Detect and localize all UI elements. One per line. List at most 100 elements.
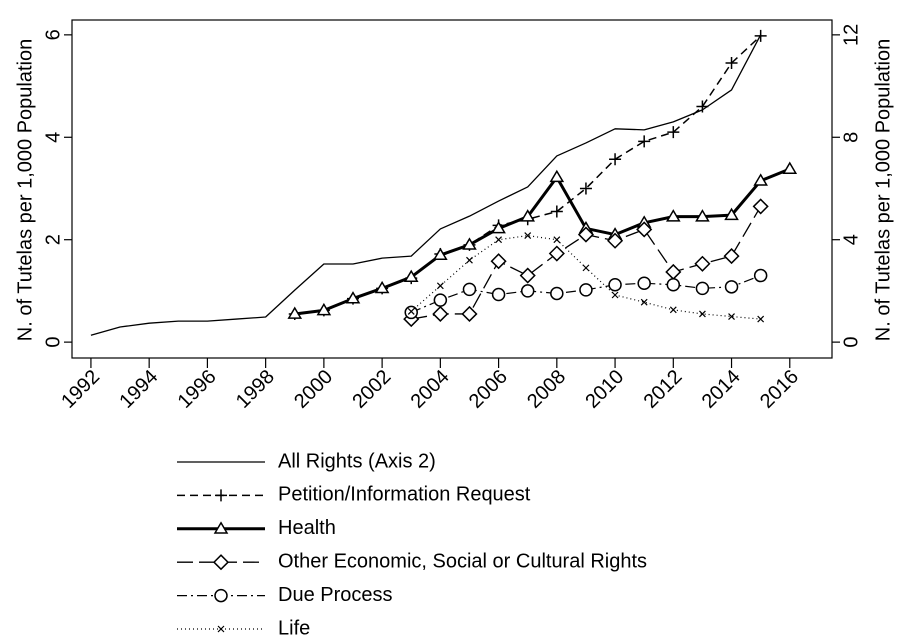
marker (432, 305, 449, 323)
marker (345, 291, 361, 304)
x-tick-label: 2006 (465, 366, 512, 413)
marker (466, 256, 473, 264)
marker (490, 253, 507, 270)
legend-marker (212, 554, 230, 571)
y-tick-label: 6 (42, 29, 64, 40)
legend-label: Life (278, 617, 310, 639)
marker (723, 248, 740, 265)
series-line (90, 34, 762, 336)
y-tick-label: 2 (42, 234, 64, 245)
marker (695, 209, 710, 222)
marker (433, 247, 448, 261)
marker (579, 283, 593, 297)
x-tick-label: 2014 (698, 366, 745, 413)
marker (694, 255, 711, 272)
marker (550, 205, 563, 218)
marker (728, 313, 735, 320)
x-tick-label: 2002 (348, 366, 395, 413)
marker (519, 267, 536, 284)
marker (524, 232, 532, 240)
marker (491, 287, 506, 302)
marker (752, 198, 769, 215)
y2-tick-label: 8 (840, 132, 862, 143)
y2-tick-label: 4 (840, 234, 862, 245)
marker (461, 305, 478, 323)
marker (638, 135, 651, 148)
marker (316, 302, 332, 316)
marker (724, 280, 739, 294)
marker (433, 293, 448, 307)
marker (609, 153, 622, 166)
legend-label: Other Economic, Social or Cultural Right… (278, 550, 647, 572)
marker (579, 182, 592, 195)
marker (696, 100, 709, 113)
x-tick-label: 1992 (57, 366, 104, 413)
y-axis-title: N. of Tutelas per 1,000 Population (14, 39, 36, 341)
x-tick-label: 2016 (756, 366, 803, 413)
marker (669, 306, 677, 314)
marker (698, 310, 706, 318)
marker (553, 236, 561, 244)
marker (782, 161, 798, 174)
y-tick-label: 0 (42, 337, 64, 348)
series-line (294, 167, 791, 316)
marker (757, 315, 765, 323)
marker (550, 286, 564, 301)
y-tick-label: 4 (42, 132, 64, 143)
y2-tick-label: 12 (840, 24, 862, 46)
x-tick-label: 2004 (407, 366, 454, 413)
marker (695, 281, 710, 296)
marker (404, 305, 418, 320)
marker (636, 221, 653, 238)
marker (462, 282, 477, 297)
marker (640, 298, 648, 306)
legend-label: All Rights (Axis 2) (278, 450, 436, 472)
legend-label: Petition/Information Request (278, 484, 531, 506)
marker (666, 278, 681, 292)
legend-marker (215, 489, 227, 502)
legend-marker (214, 588, 228, 603)
x-tick-label: 2008 (523, 366, 570, 413)
x-tick-label: 1994 (115, 366, 162, 413)
marker (607, 232, 624, 249)
x-tick-label: 1996 (174, 366, 221, 413)
marker (403, 269, 419, 283)
marker (520, 284, 535, 298)
plot-frame (71, 19, 833, 359)
y2-axis-title: N. of Tutelas per 1,000 Population (872, 39, 894, 341)
legend-label: Due Process (278, 584, 393, 606)
marker (549, 169, 565, 183)
legend-marker (217, 625, 225, 633)
legend-marker (213, 521, 229, 534)
marker (608, 278, 622, 292)
x-tick-label: 2000 (290, 366, 337, 413)
marker (665, 209, 681, 222)
marker (667, 126, 680, 139)
marker (753, 268, 768, 283)
marker (611, 291, 619, 299)
marker (520, 209, 536, 222)
marker (725, 57, 738, 70)
x-tick-label: 1998 (232, 366, 279, 413)
marker (548, 245, 565, 262)
marker (462, 237, 477, 250)
marker (287, 306, 303, 319)
marker (577, 226, 595, 243)
x-tick-label: 2012 (640, 366, 687, 413)
marker (665, 263, 682, 281)
marker (491, 220, 506, 234)
marker (754, 29, 767, 42)
marker (724, 207, 739, 221)
x-tick-label: 2010 (581, 366, 628, 413)
marker (637, 276, 651, 290)
marker (753, 173, 768, 186)
marker (495, 236, 503, 244)
marker (374, 280, 390, 294)
marker (407, 307, 415, 315)
marker (582, 264, 590, 272)
marker (436, 282, 444, 290)
y2-tick-label: 0 (840, 337, 862, 348)
legend-label: Health (278, 517, 336, 539)
